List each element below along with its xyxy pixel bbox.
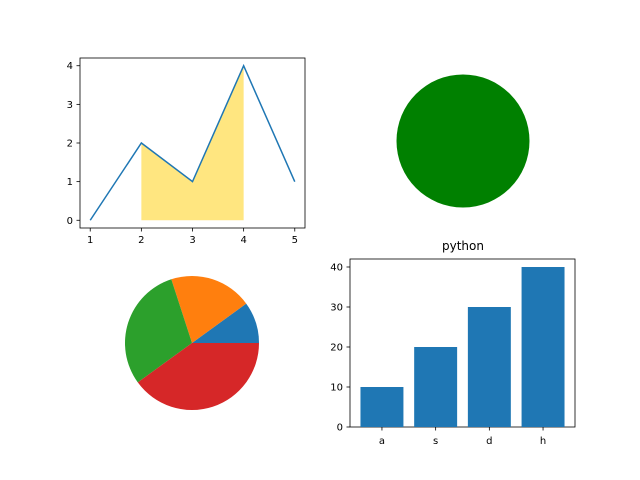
- green-circle-marker: [396, 74, 530, 208]
- line-chart-y-tick-label: 0: [67, 216, 73, 227]
- bar-chart-x-tick-label: s: [433, 436, 438, 447]
- line-chart-y-tick-label: 1: [67, 177, 73, 188]
- line-chart-x-ticks: 1 2 3 4 5: [87, 228, 298, 246]
- bar-chart-y-tick-label: 30: [330, 303, 343, 314]
- bar-chart-y-tick-label: 10: [330, 383, 343, 394]
- bar: [414, 347, 458, 427]
- pie-slice: [124, 279, 192, 383]
- bar: [467, 307, 511, 427]
- pie-chart: [124, 276, 259, 410]
- bar-chart-y-tick-label: 40: [330, 263, 343, 274]
- bar-chart: python a s d h 0 10 20 30 40: [330, 239, 576, 447]
- bar-chart-title: python: [442, 239, 484, 253]
- line-chart: 1 2 3 4 5 0 1 2 3 4: [67, 57, 306, 246]
- line-chart-x-tick-label: 1: [87, 235, 93, 246]
- bar-chart-y-ticks: 0 10 20 30 40: [330, 263, 350, 434]
- line-chart-y-tick-label: 4: [67, 61, 73, 72]
- bar-chart-x-tick-label: h: [540, 436, 546, 447]
- bar-chart-x-tick-label: a: [379, 436, 385, 447]
- line-chart-x-tick-label: 2: [138, 235, 144, 246]
- bar: [521, 267, 565, 427]
- bar-chart-y-tick-label: 0: [337, 423, 343, 434]
- line-chart-y-tick-label: 3: [67, 100, 73, 111]
- bar-chart-bars: [360, 267, 565, 427]
- line-chart-x-tick-label: 5: [292, 235, 298, 246]
- line-chart-y-tick-label: 2: [67, 139, 73, 150]
- bar-chart-y-tick-label: 20: [330, 343, 343, 354]
- line-chart-y-ticks: 0 1 2 3 4: [67, 61, 80, 227]
- line-chart-series-line: [89, 63, 296, 221]
- circle-chart: [396, 74, 530, 208]
- bar-chart-x-tick-label: d: [486, 436, 492, 447]
- pie-slice: [171, 276, 247, 343]
- line-chart-x-tick-label: 3: [189, 235, 195, 246]
- bar: [360, 387, 404, 427]
- pie-slice: [137, 343, 259, 410]
- line-chart-x-tick-label: 4: [240, 235, 246, 246]
- line-chart-fill-area: [141, 65, 244, 221]
- pie-slice: [192, 303, 259, 343]
